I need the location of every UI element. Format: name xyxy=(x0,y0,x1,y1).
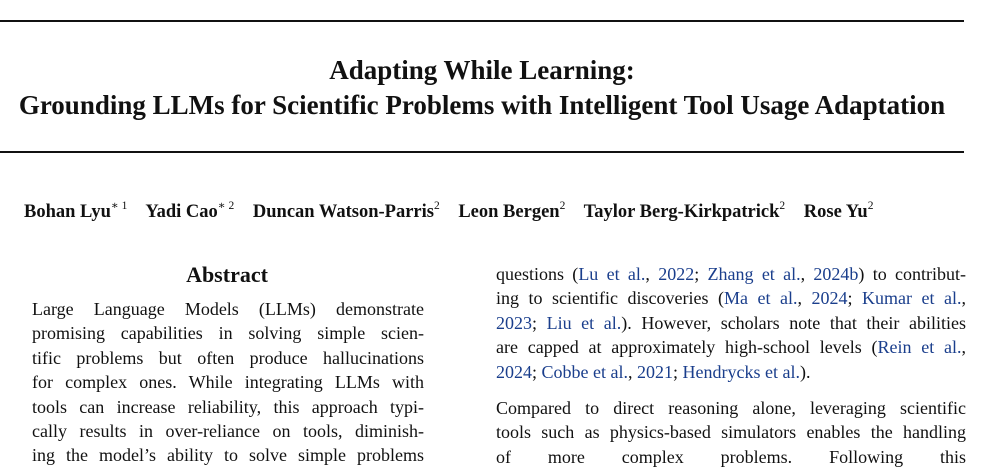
paper-title-line-2: Grounding LLMs for Scientific Problems w… xyxy=(18,90,946,120)
abstract-line: Large Language Models (LLMs) demonstrate xyxy=(32,299,424,319)
citation-link[interactable]: Zhang et al. xyxy=(707,264,801,284)
citation-link[interactable]: 2024 xyxy=(811,288,848,309)
citation-link[interactable]: 2021 xyxy=(637,361,673,382)
bottom-rule xyxy=(0,151,964,153)
body-line: questions (Lu et al., 2022; Zhang et al.… xyxy=(496,264,967,284)
citation-link[interactable]: Lu et al. xyxy=(578,264,646,284)
author: Duncan Watson-Parris2 xyxy=(252,200,440,223)
citation-link[interactable]: Liu et al. xyxy=(546,312,622,333)
abstract-line: promising capabilities in solving simple… xyxy=(32,323,424,344)
author: Bohan Lyu∗ 1 xyxy=(24,200,128,223)
citation-link[interactable]: Cobbe et al. xyxy=(541,361,628,382)
author-list: Bohan Lyu∗ 1 Yadi Cao∗ 2 Duncan Watson-P… xyxy=(24,194,964,225)
citation-link[interactable]: Kumar et al. xyxy=(862,288,962,309)
paper-title-line-1: Adapting While Learning: xyxy=(329,55,635,85)
body-line: are capped at approximately high-school … xyxy=(496,337,966,358)
citation-link[interactable]: Ma et al. xyxy=(723,288,798,309)
abstract-line: ing the model’s ability to solve simple … xyxy=(32,445,424,466)
affiliation-mark: 2 xyxy=(433,200,440,212)
abstract-body: Large Language Models (LLMs) demonstrate… xyxy=(32,297,424,468)
author: Yadi Cao∗ 2 xyxy=(145,200,235,223)
top-rule xyxy=(0,20,964,22)
citation-link[interactable]: 2022 xyxy=(658,264,695,284)
body-paragraph-1: questions (Lu et al., 2022; Zhang et al.… xyxy=(496,262,966,384)
abstract-line: tific problems but often produce halluci… xyxy=(32,347,424,368)
affiliation-mark: ∗ 2 xyxy=(217,200,235,212)
affiliation-mark: ∗ 1 xyxy=(110,200,128,212)
abstract-heading: Abstract xyxy=(186,262,268,287)
body-line: 2023; Liu et al.). However, scholars not… xyxy=(496,312,966,333)
citation-link[interactable]: 2024 xyxy=(496,361,532,382)
citation-link[interactable]: Rein et al. xyxy=(877,337,962,358)
author: Leon Bergen2 xyxy=(458,200,566,223)
citation-link[interactable]: 2023 xyxy=(496,312,532,333)
author: Rose Yu2 xyxy=(803,200,874,223)
affiliation-mark: 2 xyxy=(867,200,874,212)
body-paragraph-2: Compared to direct reasoning alone, leve… xyxy=(496,396,966,469)
affiliation-mark: 2 xyxy=(559,200,566,212)
affiliation-mark: 2 xyxy=(779,200,786,212)
abstract-line: tools can increase reliability, this app… xyxy=(32,396,424,417)
body-line: of more complex problems. Following this xyxy=(496,446,966,467)
body-column-right: questions (Lu et al., 2022; Zhang et al.… xyxy=(496,262,966,469)
citation-link[interactable]: Hendrycks et al. xyxy=(682,361,800,382)
body-line: ing to scientific discoveries (Ma et al.… xyxy=(496,288,966,309)
body-line: 2024; Cobbe et al., 2021; Hendrycks et a… xyxy=(496,361,811,382)
citation-link[interactable]: 2024b xyxy=(813,264,859,284)
author: Taylor Berg-Kirkpatrick2 xyxy=(583,200,786,223)
body-line: Compared to direct reasoning alone, leve… xyxy=(496,398,966,419)
abstract-line: cally results in over-reliance on tools,… xyxy=(32,421,424,442)
body-line: tools such as physics-based simulators e… xyxy=(496,422,966,443)
abstract-line: for complex ones. While integrating LLMs… xyxy=(32,372,424,393)
